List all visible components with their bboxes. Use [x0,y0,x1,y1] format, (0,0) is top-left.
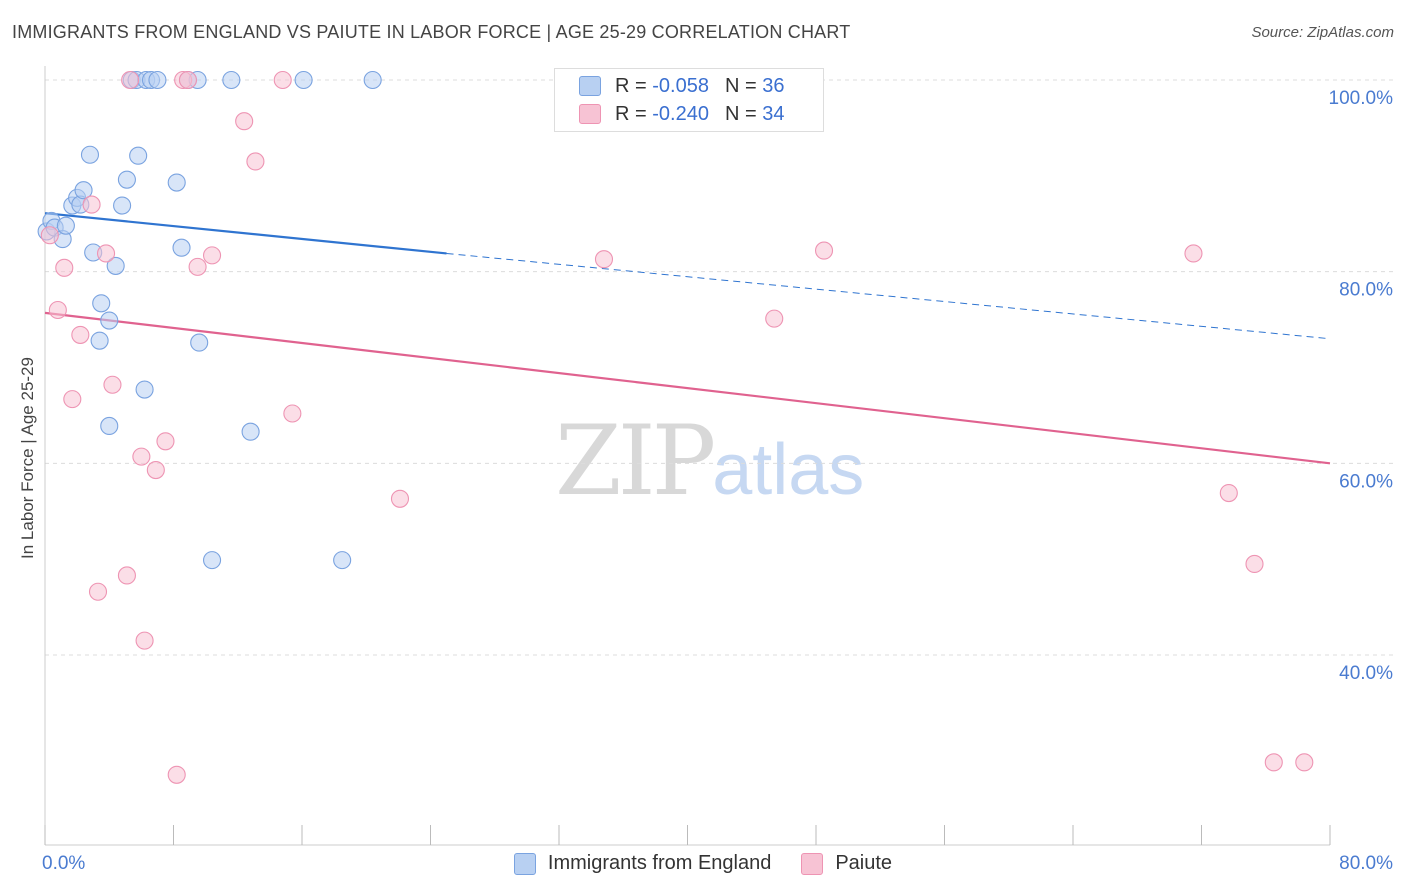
paiute-point [594,250,614,269]
paiute-n-value: 34 [762,102,785,125]
paiute-point [1219,483,1238,503]
paiute-point [48,300,67,320]
paiute-point [82,195,101,214]
england-point [148,70,167,90]
y-tick-label: 100.0% [1329,88,1394,109]
england-n-value: 36 [762,74,785,97]
legend-row-england: R = -0.058 N = 36 [579,73,784,99]
paiute-point [235,112,254,131]
england-trendline [44,212,447,255]
england-r-value: -0.058 [652,74,709,97]
paiute-swatch [579,104,601,124]
paiute-point [1264,753,1283,772]
paiute-r-label: R = [615,102,647,125]
y-tick-label: 40.0% [1339,663,1393,684]
paiute-point [1245,554,1264,574]
paiute-point [55,258,74,277]
paiute-point [178,70,198,90]
paiute-point [71,325,90,344]
england-point [294,70,313,90]
england-point [80,145,100,164]
watermark-atlas: atlas [712,430,865,510]
england-point [363,70,382,90]
england-legend-label: Immigrants from England [547,852,772,874]
paiute-point [814,241,834,260]
england-point [113,196,132,215]
england-swatch [579,76,601,96]
england-point [100,311,119,330]
x-tick-label: 0.0% [42,853,85,874]
paiute-trendline [44,311,1331,465]
axes [44,66,1331,846]
paiute-point [88,582,108,601]
paiute-point [121,70,140,90]
paiute-point [1184,244,1203,263]
england-point [135,380,154,399]
paiute-point [103,375,122,394]
england-point [222,70,241,90]
england-point [190,333,209,352]
england-point [333,551,352,570]
england-point [203,551,222,570]
trendlines [44,212,1331,465]
watermark: ZIPatlas [555,405,864,517]
england-point [172,238,191,257]
england-n-label: N = [724,74,757,97]
tick-labels: 40.0% 60.0% 80.0% 100.0% 0.0% 80.0% [42,88,1393,874]
paiute-point [765,309,784,328]
paiute-point [283,404,302,423]
paiute-point [117,566,136,585]
series-legend: Immigrants from England Paiute [0,852,1406,875]
england-point [56,216,75,235]
england-point [74,181,93,200]
paiute-n-label: N = [724,102,757,125]
gridlines [45,79,1395,656]
paiute-point [156,432,175,451]
paiute-legend-swatch [801,852,824,875]
paiute-point [132,447,151,466]
y-tick-label: 80.0% [1339,280,1393,301]
england-point [167,173,186,192]
source-label: Source: ZipAtlas.com [1251,24,1394,41]
paiute-point [146,460,165,480]
legend-row-paiute: R = -0.240 N = 34 [579,101,784,127]
stats-legend: R = -0.058 N = 36 R = -0.240 N = 34 [554,68,824,132]
paiute-point [390,489,410,508]
legend-item-paiute[interactable]: Paiute [801,852,892,875]
paiute-point [246,152,265,171]
paiute-point [135,631,154,650]
england-point [90,331,109,350]
data-points [37,70,1314,784]
england-r-label: R = [615,74,647,97]
y-tick-label: 60.0% [1339,471,1393,492]
paiute-point [203,246,222,265]
paiute-r-value: -0.240 [652,102,709,125]
england-point [241,422,260,441]
paiute-point [188,257,207,276]
england-point [92,294,111,313]
paiute-point [273,70,292,90]
england-legend-swatch [513,852,536,875]
england-point [100,416,119,436]
england-trendline-dashed [446,252,1331,340]
paiute-point [167,765,186,784]
england-point [117,170,136,189]
legend-item-england[interactable]: Immigrants from England [513,852,772,875]
paiute-point [96,244,116,263]
chart-title: IMMIGRANTS FROM ENGLAND VS PAIUTE IN LAB… [12,22,851,42]
paiute-point [1295,753,1314,772]
paiute-point [40,226,59,245]
paiute-legend-label: Paiute [835,852,893,874]
paiute-point [63,390,82,409]
x-tick-label: 80.0% [1339,853,1393,874]
england-point [106,256,125,275]
watermark-zip: ZIP [555,405,716,517]
england-point [129,146,148,165]
